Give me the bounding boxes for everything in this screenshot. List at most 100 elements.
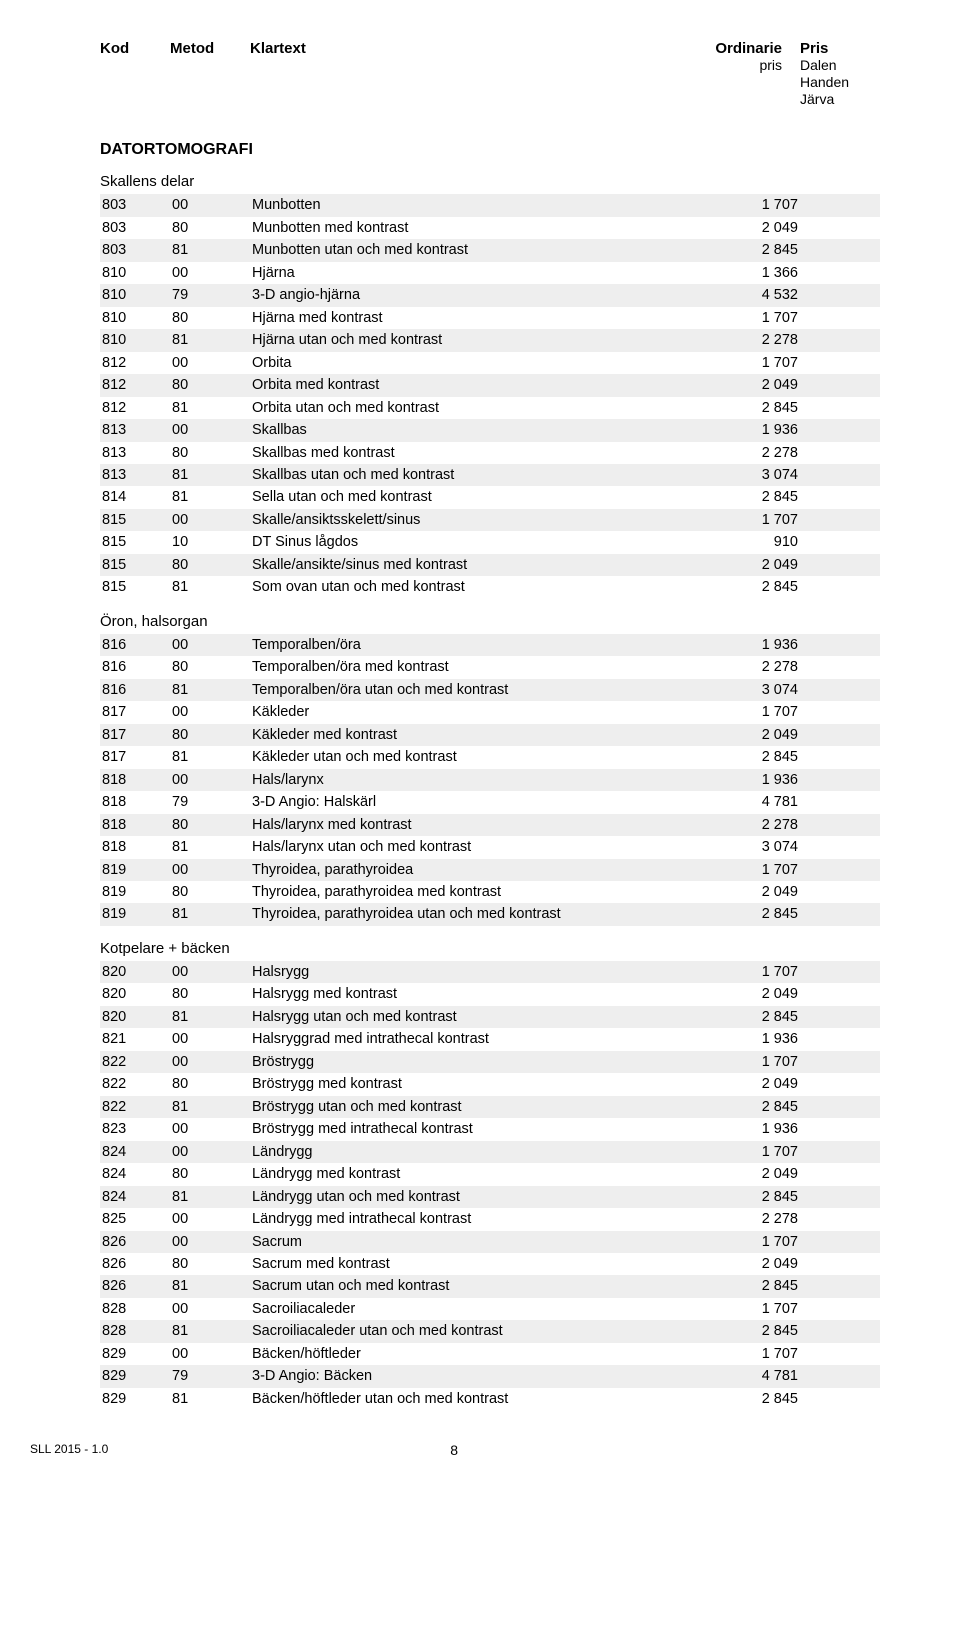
cell-klartext: Munbotten med kontrast: [252, 217, 698, 239]
cell-klartext: Thyroidea, parathyroidea med kontrast: [252, 881, 698, 903]
cell-pris: 3 074: [698, 836, 798, 858]
cell-pris: 1 707: [698, 194, 798, 216]
cell-kod: 824: [102, 1163, 172, 1185]
cell-pris: 2 049: [698, 1253, 798, 1275]
table-row: 82800Sacroiliacaleder1 707: [100, 1298, 880, 1320]
table-row: 81980Thyroidea, parathyroidea med kontra…: [100, 881, 880, 903]
cell-kod: 816: [102, 634, 172, 656]
table-row: 81200Orbita1 707: [100, 352, 880, 374]
cell-klartext: 3-D Angio: Bäcken: [252, 1365, 698, 1387]
cell-pris: 2 049: [698, 881, 798, 903]
cell-klartext: Hjärna utan och med kontrast: [252, 329, 698, 351]
table-row: 81881Hals/larynx utan och med kontrast3 …: [100, 836, 880, 858]
cell-pris2: [798, 1096, 878, 1118]
cell-kod: 815: [102, 554, 172, 576]
header-pris2-l1: Pris: [800, 40, 880, 57]
cell-pris: 1 936: [698, 419, 798, 441]
cell-klartext: Orbita utan och med kontrast: [252, 397, 698, 419]
cell-pris: 1 707: [698, 509, 798, 531]
cell-pris: 2 049: [698, 1073, 798, 1095]
cell-pris2: [798, 791, 878, 813]
cell-kod: 810: [102, 329, 172, 351]
cell-klartext: 3-D Angio: Halskärl: [252, 791, 698, 813]
table-row: 82300Bröstrygg med intrathecal kontrast1…: [100, 1118, 880, 1140]
cell-pris: 2 845: [698, 486, 798, 508]
cell-kod: 822: [102, 1073, 172, 1095]
cell-metod: 81: [172, 576, 252, 598]
cell-kod: 829: [102, 1388, 172, 1410]
cell-pris2: [798, 486, 878, 508]
cell-klartext: Temporalben/öra med kontrast: [252, 656, 698, 678]
cell-pris2: [798, 329, 878, 351]
cell-kod: 818: [102, 836, 172, 858]
cell-klartext: Skalle/ansiktsskelett/sinus: [252, 509, 698, 531]
cell-metod: 80: [172, 656, 252, 678]
table-row: 81380Skallbas med kontrast2 278: [100, 442, 880, 464]
cell-pris2: [798, 1253, 878, 1275]
cell-metod: 80: [172, 814, 252, 836]
cell-klartext: Sacroiliacaleder: [252, 1298, 698, 1320]
cell-klartext: Orbita med kontrast: [252, 374, 698, 396]
cell-pris2: [798, 1275, 878, 1297]
cell-pris: 2 049: [698, 724, 798, 746]
cell-kod: 815: [102, 531, 172, 553]
cell-pris2: [798, 464, 878, 486]
cell-metod: 00: [172, 1208, 252, 1230]
cell-klartext: Hals/larynx: [252, 769, 698, 791]
cell-pris: 1 707: [698, 859, 798, 881]
cell-kod: 828: [102, 1320, 172, 1342]
cell-metod: 81: [172, 1320, 252, 1342]
cell-metod: 00: [172, 634, 252, 656]
cell-pris: 1 707: [698, 352, 798, 374]
cell-metod: 80: [172, 1253, 252, 1275]
cell-kod: 822: [102, 1096, 172, 1118]
cell-pris2: [798, 1298, 878, 1320]
cell-metod: 00: [172, 1141, 252, 1163]
cell-kod: 820: [102, 1006, 172, 1028]
cell-pris: 1 707: [698, 961, 798, 983]
cell-klartext: Orbita: [252, 352, 698, 374]
cell-pris2: [798, 724, 878, 746]
table-row: 82200Bröstrygg1 707: [100, 1051, 880, 1073]
table-row: 829793-D Angio: Bäcken4 781: [100, 1365, 880, 1387]
cell-klartext: Käkleder utan och med kontrast: [252, 746, 698, 768]
cell-metod: 00: [172, 769, 252, 791]
cell-pris2: [798, 1365, 878, 1387]
cell-pris2: [798, 1163, 878, 1185]
table-row: 80380Munbotten med kontrast2 049: [100, 217, 880, 239]
cell-pris: 2 845: [698, 397, 798, 419]
cell-pris2: [798, 531, 878, 553]
cell-kod: 813: [102, 442, 172, 464]
cell-kod: 810: [102, 307, 172, 329]
cell-metod: 00: [172, 1231, 252, 1253]
table-row: 82981Bäcken/höftleder utan och med kontr…: [100, 1388, 880, 1410]
cell-metod: 81: [172, 239, 252, 261]
cell-kod: 823: [102, 1118, 172, 1140]
cell-klartext: Skallbas med kontrast: [252, 442, 698, 464]
cell-kod: 824: [102, 1141, 172, 1163]
cell-pris: 2 845: [698, 1320, 798, 1342]
cell-pris: 2 845: [698, 903, 798, 925]
cell-metod: 00: [172, 262, 252, 284]
cell-metod: 80: [172, 554, 252, 576]
cell-kod: 826: [102, 1253, 172, 1275]
cell-kod: 812: [102, 352, 172, 374]
header-pris1: Ordinarie pris: [682, 40, 782, 107]
cell-kod: 825: [102, 1208, 172, 1230]
cell-metod: 81: [172, 903, 252, 925]
cell-metod: 81: [172, 746, 252, 768]
cell-kod: 826: [102, 1275, 172, 1297]
cell-pris2: [798, 307, 878, 329]
cell-pris: 2 845: [698, 1096, 798, 1118]
cell-metod: 81: [172, 836, 252, 858]
table-row: 82681Sacrum utan och med kontrast2 845: [100, 1275, 880, 1297]
cell-pris: 910: [698, 531, 798, 553]
table-row: 81080Hjärna med kontrast1 707: [100, 307, 880, 329]
header-kod: Kod: [100, 40, 170, 107]
cell-klartext: Halsrygg med kontrast: [252, 983, 698, 1005]
cell-pris: 2 845: [698, 239, 798, 261]
table-row: 80381Munbotten utan och med kontrast2 84…: [100, 239, 880, 261]
cell-metod: 00: [172, 1051, 252, 1073]
cell-pris2: [798, 656, 878, 678]
table-row: 81281Orbita utan och med kontrast2 845: [100, 397, 880, 419]
